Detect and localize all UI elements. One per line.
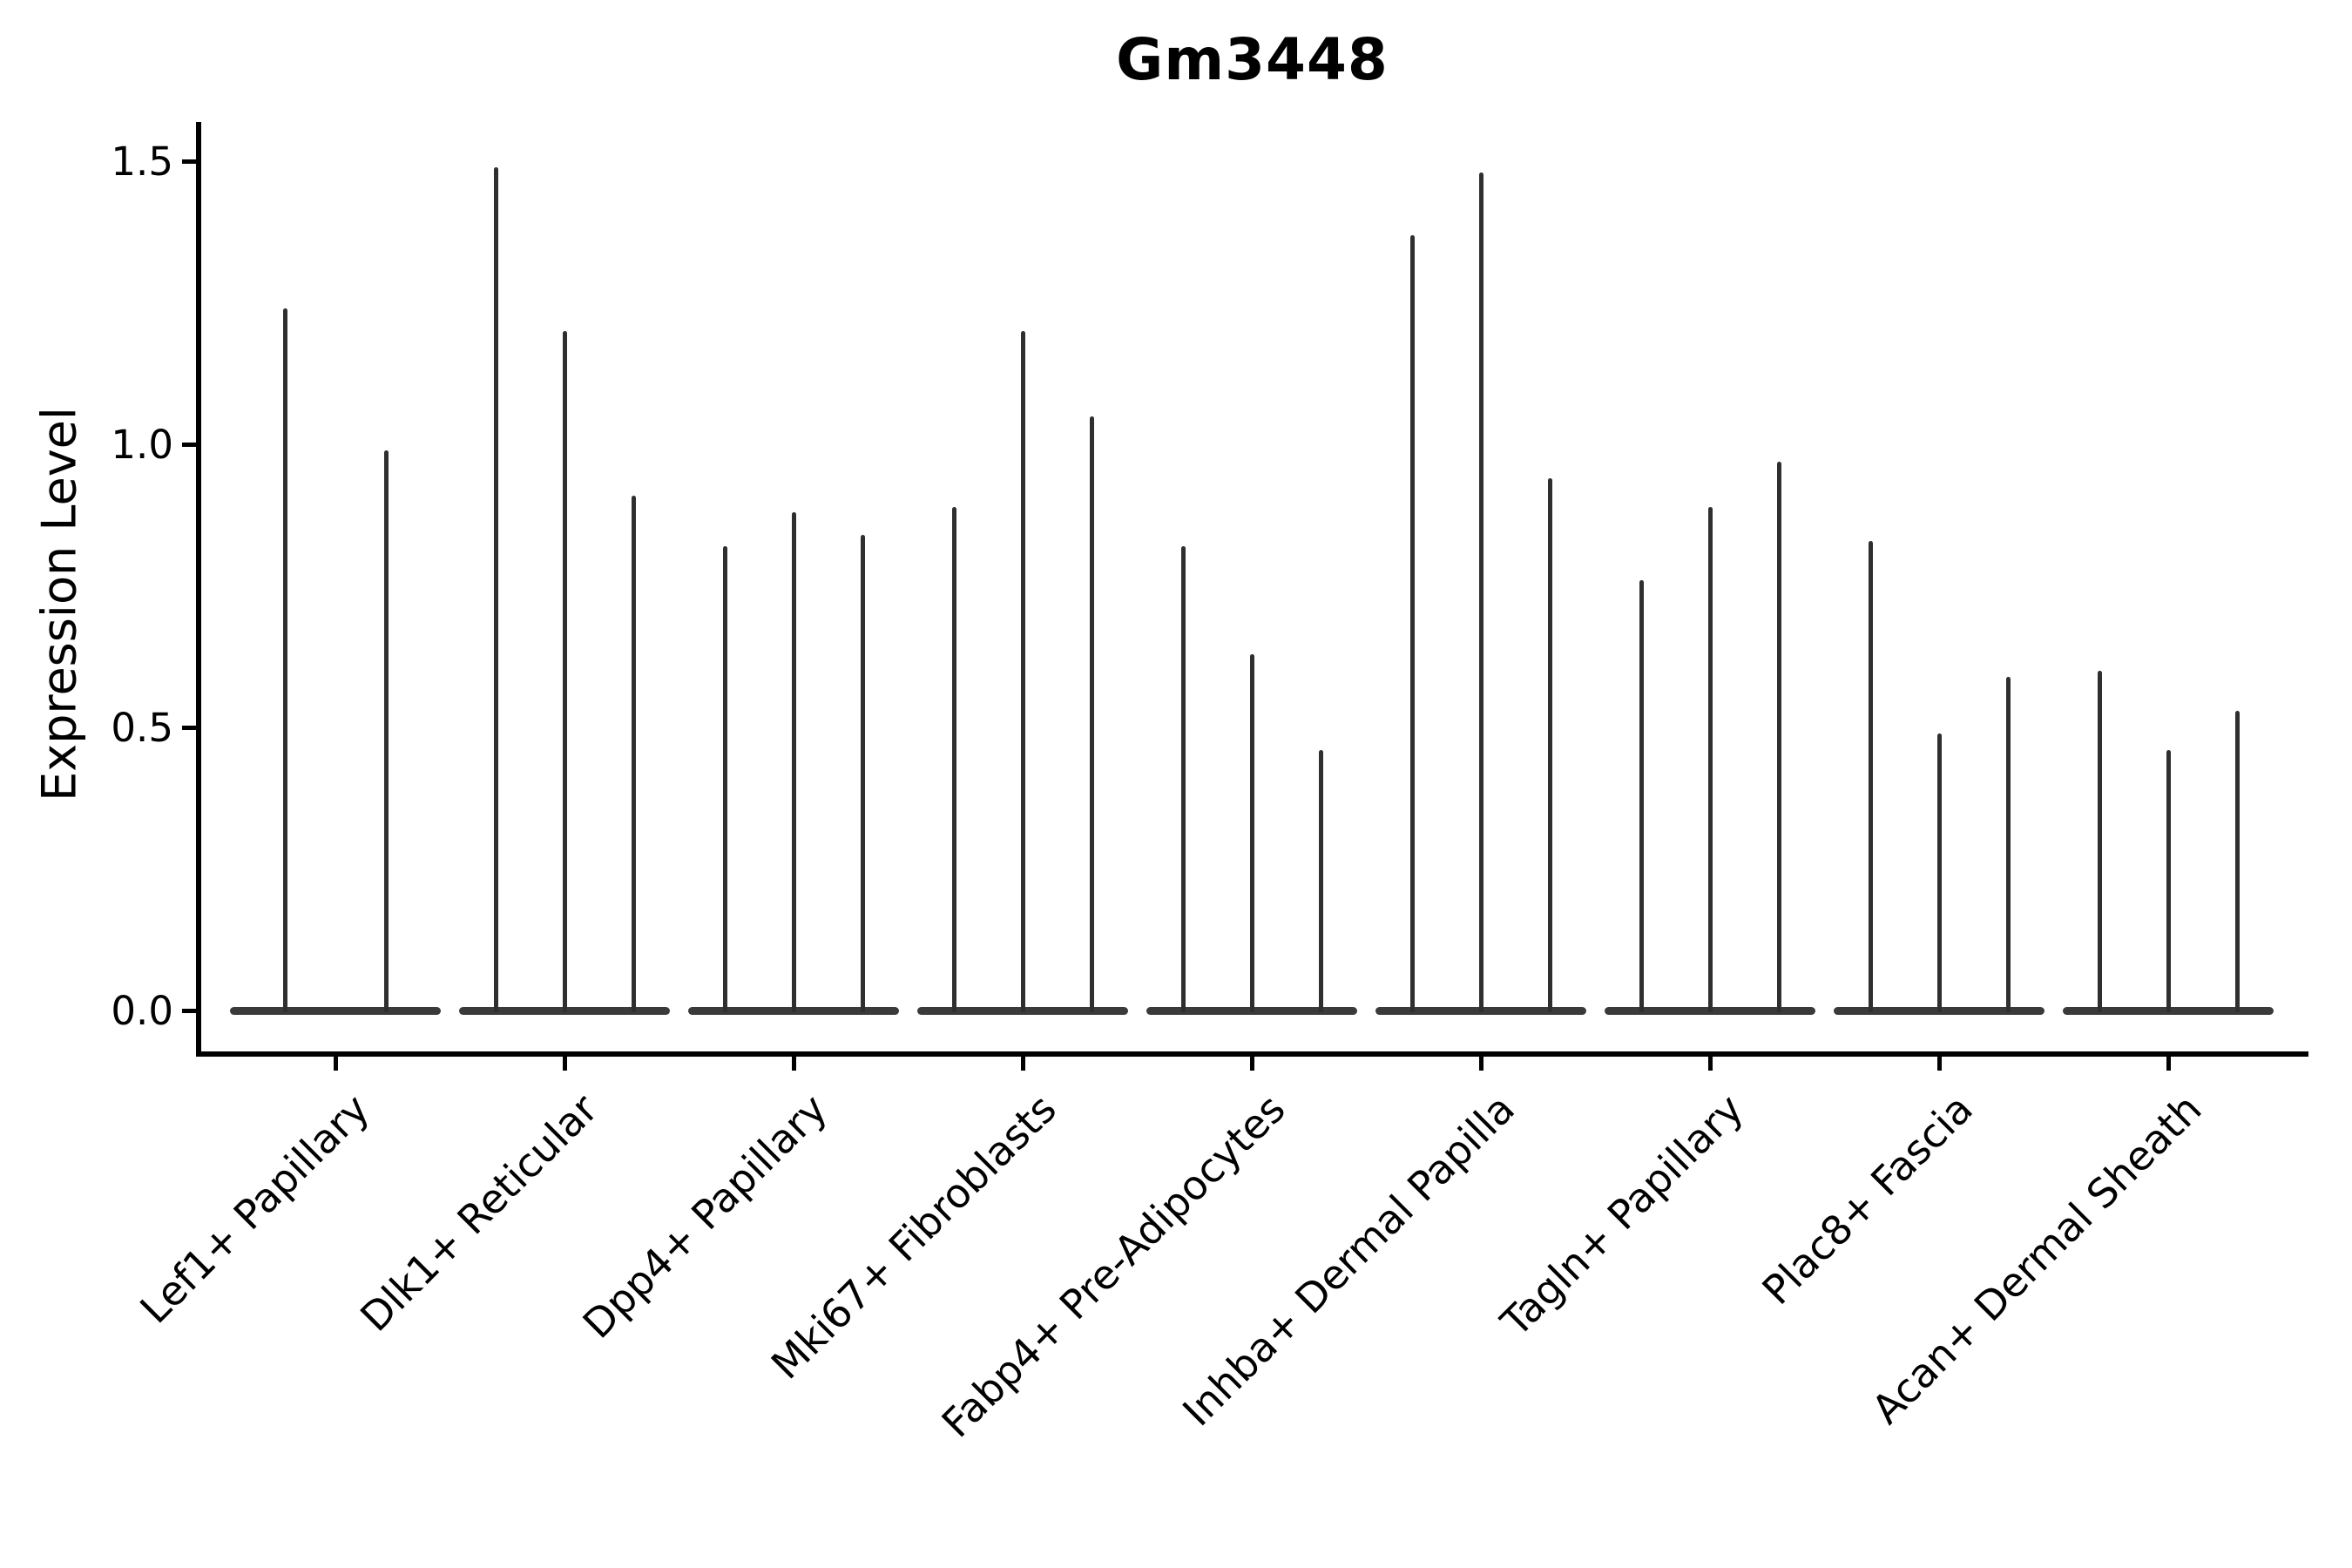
violin-tail <box>860 535 865 1012</box>
violin-base <box>230 1007 441 1015</box>
violin-tail <box>1547 478 1552 1012</box>
violin-tail <box>383 449 389 1012</box>
x-tick <box>1479 1057 1484 1071</box>
violin-tail <box>2234 710 2240 1012</box>
violin-tail <box>1180 546 1186 1012</box>
violin-tail <box>1318 750 1323 1012</box>
x-axis-spine <box>196 1051 2308 1057</box>
violin-tail <box>1249 653 1254 1012</box>
violin-tail <box>1089 416 1094 1012</box>
x-tick-label: Lef1+ Papillary <box>130 1085 378 1333</box>
violin-tail <box>562 331 567 1012</box>
violin-tail <box>1020 331 1025 1012</box>
x-tick <box>334 1057 338 1071</box>
x-tick-label: Tagln+ Papillary <box>1491 1085 1753 1346</box>
x-tick <box>1250 1057 1254 1071</box>
y-tick-label: 1.0 <box>111 422 173 468</box>
violin-tail <box>1936 733 1942 1012</box>
violin-tail <box>1868 540 1873 1012</box>
violin-tail <box>282 308 287 1012</box>
x-tick <box>563 1057 567 1071</box>
violin-tail <box>1776 461 1781 1012</box>
y-tick <box>182 1009 196 1013</box>
y-tick-label: 0.0 <box>111 988 173 1034</box>
x-tick <box>1021 1057 1025 1071</box>
y-axis-spine <box>196 122 201 1057</box>
violin-tail <box>722 546 727 1012</box>
violin-tail <box>1409 234 1415 1012</box>
plot-title: Gm3448 <box>1116 26 1389 93</box>
violin-tail <box>951 506 956 1012</box>
x-tick <box>1937 1057 1942 1071</box>
x-tick-label: Dlk1+ Reticular <box>351 1085 607 1341</box>
y-tick <box>182 726 196 730</box>
violin-tail <box>2097 671 2102 1012</box>
y-tick <box>182 159 196 164</box>
violin-tail <box>493 166 498 1012</box>
y-tick-label: 0.5 <box>111 705 173 751</box>
violin-tail <box>631 495 636 1012</box>
violin-tail <box>1478 172 1484 1012</box>
x-tick <box>2166 1057 2171 1071</box>
x-tick <box>1708 1057 1713 1071</box>
violin-tail <box>791 512 796 1012</box>
x-tick <box>792 1057 796 1071</box>
violin-tail <box>2166 750 2171 1012</box>
violin-tail <box>2005 676 2011 1012</box>
y-tick-label: 1.5 <box>111 139 173 185</box>
y-tick <box>182 443 196 447</box>
violin-tail <box>1639 580 1644 1012</box>
y-axis-label: Expression Level <box>31 407 87 801</box>
x-tick-label: Dpp4+ Papillary <box>573 1085 836 1348</box>
violin-tail <box>1707 506 1713 1012</box>
x-tick-label: Plac8+ Fascia <box>1753 1085 1982 1314</box>
